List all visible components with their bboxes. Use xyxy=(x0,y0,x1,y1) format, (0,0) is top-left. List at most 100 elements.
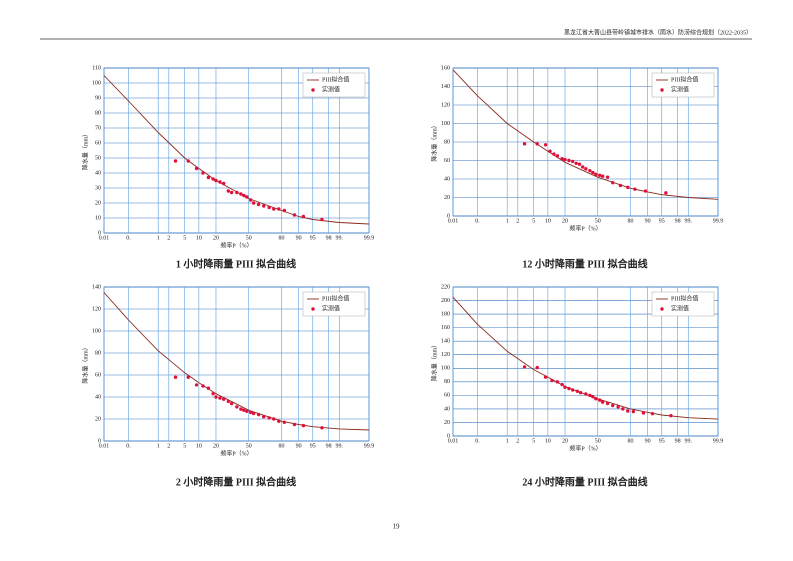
x-tick-label: 80 xyxy=(278,443,284,449)
x-tick-label: 98 xyxy=(675,438,681,444)
x-tick-label: 2 xyxy=(167,443,170,449)
observed-point xyxy=(267,416,271,420)
observed-point xyxy=(584,392,588,396)
y-tick-label: 80 xyxy=(95,350,101,356)
x-tick-label: 0. xyxy=(475,218,480,224)
observed-point xyxy=(218,396,222,400)
observed-point xyxy=(643,189,648,193)
observed-point xyxy=(239,192,243,196)
legend-box xyxy=(651,291,715,317)
observed-point xyxy=(301,423,306,428)
observed-point xyxy=(226,399,231,404)
observed-point xyxy=(292,422,297,427)
observed-point xyxy=(626,185,630,190)
y-axis-label: 降水量（mm） xyxy=(430,342,438,381)
y-axis-label: 降水量（mm） xyxy=(81,344,89,383)
observed-point xyxy=(581,165,585,169)
x-tick-label: 99. xyxy=(336,443,344,449)
y-tick-label: 20 xyxy=(444,420,450,426)
fit-curve xyxy=(103,292,370,431)
observed-point xyxy=(584,167,588,171)
observed-point xyxy=(277,207,281,211)
x-tick-label: 1 xyxy=(506,438,509,444)
y-tick-label: 10 xyxy=(95,215,101,221)
x-tick-label: 50 xyxy=(246,235,252,241)
observed-point xyxy=(522,365,527,369)
legend-label: 实测值 xyxy=(671,304,689,312)
y-tick-label: 20 xyxy=(444,195,450,201)
y-tick-label: 40 xyxy=(95,394,101,400)
observed-point xyxy=(173,159,178,163)
observed-point xyxy=(578,390,583,395)
observed-point xyxy=(262,204,266,208)
observed-point xyxy=(282,420,287,424)
observed-point xyxy=(248,410,253,415)
observed-point xyxy=(611,403,615,408)
x-tick-label: 50 xyxy=(246,443,252,449)
y-tick-label: 120 xyxy=(92,306,101,312)
y-tick-label: 80 xyxy=(444,139,450,145)
x-tick-label: 99.9 xyxy=(364,235,375,241)
observed-point xyxy=(301,214,306,219)
y-tick-label: 160 xyxy=(441,65,450,71)
y-tick-label: 100 xyxy=(441,366,450,372)
legend-swatch xyxy=(311,307,315,311)
observed-point xyxy=(226,189,231,193)
legend-box xyxy=(651,72,715,98)
x-tick-label: 90 xyxy=(296,443,302,449)
x-tick-label: 80 xyxy=(278,235,284,241)
observed-point xyxy=(214,395,218,399)
legend-label: PIII拟合值 xyxy=(671,75,698,83)
observed-point xyxy=(221,181,226,186)
x-tick-label: 5 xyxy=(532,438,535,444)
fit-curve xyxy=(103,75,370,225)
observed-point xyxy=(206,386,211,390)
x-tick-label: 99. xyxy=(336,235,344,241)
y-tick-label: 20 xyxy=(95,200,101,206)
page-number: 19 xyxy=(393,523,401,531)
observed-point xyxy=(588,168,592,173)
x-tick-label: 2 xyxy=(167,235,170,241)
x-tick-label: 99.9 xyxy=(713,218,724,224)
observed-point xyxy=(641,411,646,415)
y-tick-label: 120 xyxy=(441,102,450,108)
y-tick-label: 70 xyxy=(95,125,101,131)
y-axis-label: 降水量（mm） xyxy=(430,122,438,161)
x-tick-label: 10 xyxy=(545,438,551,444)
observed-point xyxy=(248,198,253,202)
x-tick-label: 1 xyxy=(157,443,160,449)
observed-point xyxy=(555,154,560,158)
legend-label: 实测值 xyxy=(322,304,340,312)
observed-point xyxy=(605,401,610,406)
observed-point xyxy=(242,408,246,412)
observed-point xyxy=(214,178,218,183)
y-tick-label: 0 xyxy=(447,433,450,439)
observed-point xyxy=(272,417,276,421)
observed-point xyxy=(605,175,610,179)
x-tick-label: 99. xyxy=(685,438,693,444)
observed-point xyxy=(535,365,539,370)
observed-point xyxy=(594,397,598,401)
y-tick-label: 60 xyxy=(95,372,101,378)
observed-point xyxy=(320,426,324,430)
x-tick-label: 90 xyxy=(645,438,651,444)
x-tick-label: 0.01 xyxy=(99,235,110,241)
x-tick-label: 20 xyxy=(562,218,568,224)
observed-point xyxy=(320,217,324,222)
x-tick-label: 20 xyxy=(213,443,219,449)
y-tick-label: 100 xyxy=(92,328,101,334)
x-tick-label: 5 xyxy=(183,235,186,241)
x-axis-label: 频率P（%） xyxy=(569,444,601,452)
x-tick-label: 90 xyxy=(296,235,302,241)
x-tick-label: 20 xyxy=(562,438,568,444)
observed-point xyxy=(543,143,548,147)
observed-point xyxy=(256,412,261,417)
x-tick-label: 95 xyxy=(310,443,316,449)
x-tick-label: 98 xyxy=(326,235,332,241)
observed-point xyxy=(591,170,595,175)
legend-box xyxy=(302,72,366,98)
x-tick-label: 95 xyxy=(659,438,665,444)
observed-point xyxy=(267,205,271,210)
y-tick-label: 40 xyxy=(444,406,450,412)
observed-point xyxy=(570,388,575,392)
